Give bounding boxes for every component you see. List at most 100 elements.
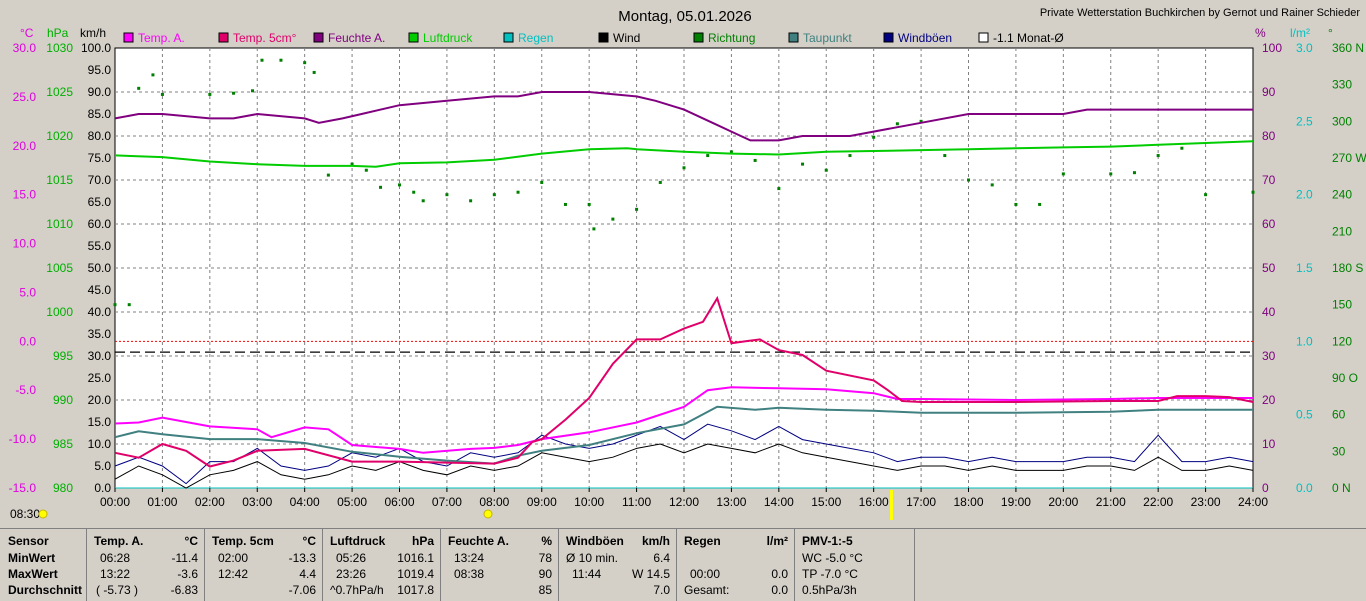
- axis-tick-humidity_pct: 50: [1262, 261, 1276, 275]
- legend-swatch: [883, 32, 894, 43]
- stats-temp-a-avg: -6.83: [170, 583, 198, 597]
- direction-point: [412, 190, 416, 194]
- legend-swatch: [693, 32, 704, 43]
- stats-feuchte-max: 90: [538, 567, 552, 581]
- axis-tick-rain_lm2: 0.5: [1296, 408, 1313, 422]
- axis-tick-rain_lm2: 3.0: [1296, 41, 1313, 55]
- axis-tick-wind_kmh: 45.0: [88, 283, 112, 297]
- axis-tick-wind_kmh: 30.0: [88, 349, 112, 363]
- direction-point: [1251, 190, 1255, 194]
- axis-tick-wind_kmh: 15.0: [88, 415, 112, 429]
- axis-tick-temp_c: -10.0: [9, 432, 37, 446]
- stats-luftdruck-min-time: 05:26: [336, 551, 367, 565]
- axis-tick-pressure_hpa: 1010: [46, 217, 73, 231]
- direction-point: [113, 303, 117, 307]
- legend-label: Luftdruck: [423, 31, 473, 45]
- legend-swatch: [978, 32, 989, 43]
- direction-point: [943, 154, 947, 158]
- direction-point: [592, 227, 596, 231]
- direction-point: [611, 217, 615, 221]
- axis-tick-rain_lm2: 2.0: [1296, 188, 1313, 202]
- direction-point: [1109, 172, 1113, 176]
- stats-feuchte-max-time: 08:38: [454, 567, 485, 581]
- x-tick-label: 06:00: [384, 495, 414, 509]
- axis-tick-wind_kmh: 80.0: [88, 129, 112, 143]
- sunset-marker: [890, 490, 893, 520]
- stats-temp-a-min: -11.4: [171, 551, 198, 565]
- axis-tick-wind_kmh: 5.0: [94, 459, 111, 473]
- axis-tick-pressure_hpa: 1005: [46, 261, 73, 275]
- direction-point: [151, 73, 155, 77]
- axis-tick-rain_lm2: 1.0: [1296, 334, 1313, 348]
- unit-wind: km/h: [80, 26, 106, 40]
- axis-tick-humidity_pct: 20: [1262, 393, 1276, 407]
- axis-tick-pressure_hpa: 1030: [46, 41, 73, 55]
- axis-tick-wind_kmh: 95.0: [88, 63, 112, 77]
- legend-label: Wind: [613, 31, 640, 45]
- stats-luftdruck-trend: ^0.7hPa/h: [330, 583, 384, 597]
- axis-tick-direction_deg: 0 N: [1332, 481, 1351, 495]
- axis-tick-temp_c: 5.0: [19, 285, 36, 299]
- axis-tick-wind_kmh: 75.0: [88, 151, 112, 165]
- legend-swatch: [503, 32, 514, 43]
- axis-tick-wind_kmh: 70.0: [88, 173, 112, 187]
- axis-tick-wind_kmh: 90.0: [88, 85, 112, 99]
- stats-label-sensor: Sensor: [8, 534, 49, 548]
- stats-regen-unit: l/m²: [766, 534, 788, 548]
- axis-tick-wind_kmh: 40.0: [88, 305, 112, 319]
- axis-tick-temp_c: 20.0: [13, 139, 37, 153]
- x-tick-label: 02:00: [195, 495, 225, 509]
- direction-point: [1132, 171, 1136, 175]
- axis-tick-wind_kmh: 35.0: [88, 327, 112, 341]
- direction-point: [729, 150, 733, 154]
- axis-tick-temp_c: -5.0: [15, 383, 36, 397]
- axis-tick-humidity_pct: 30: [1262, 349, 1276, 363]
- unit-temp: °C: [20, 26, 34, 40]
- direction-point: [379, 185, 383, 189]
- axis-tick-humidity_pct: 90: [1262, 85, 1276, 99]
- stats-temp-a: Temp. A. °C 06:28 -11.4 13:22 -3.6 ( -5.73 …: [86, 529, 205, 601]
- stats-temp-5cm-title: Temp. 5cm: [212, 534, 274, 548]
- stats-pmv-title: PMV-1:-5: [802, 534, 853, 548]
- legend-label: Richtung: [708, 31, 755, 45]
- direction-point: [279, 58, 283, 62]
- axis-tick-wind_kmh: 20.0: [88, 393, 112, 407]
- stats-windboeen-unit: km/h: [641, 534, 670, 548]
- unit-humidity: %: [1255, 26, 1266, 40]
- axis-tick-wind_kmh: 85.0: [88, 107, 112, 121]
- axis-tick-pressure_hpa: 1020: [46, 129, 73, 143]
- direction-point: [1038, 202, 1042, 206]
- direction-point: [967, 178, 970, 182]
- axis-tick-temp_c: 0.0: [19, 334, 36, 348]
- axis-tick-rain_lm2: 0.0: [1296, 481, 1313, 495]
- stats-temp-5cm-unit: °C: [302, 534, 316, 548]
- legend-swatch: [408, 32, 419, 43]
- legend-swatch: [598, 32, 609, 43]
- axis-tick-wind_kmh: 55.0: [88, 239, 112, 253]
- direction-point: [492, 193, 496, 197]
- axis-tick-direction_deg: 210: [1332, 224, 1352, 238]
- axis-tick-rain_lm2: 2.5: [1296, 114, 1313, 128]
- stats-pmv-r2: TP -7.0 °C: [802, 567, 858, 581]
- axis-tick-pressure_hpa: 1000: [46, 305, 73, 319]
- unit-pressure: hPa: [47, 26, 69, 40]
- axis-tick-direction_deg: 360 N: [1332, 41, 1364, 55]
- stats-regen: Regen l/m² 00:00 0.0 Gesamt: 0.0: [676, 529, 795, 601]
- chart-legend: Temp. A. Temp. 5cm° Feuchte A. Luftdruck Reg…: [123, 31, 1064, 45]
- axis-tick-pressure_hpa: 980: [53, 481, 73, 495]
- reference-lines: [115, 340, 1253, 353]
- direction-point: [1204, 193, 1208, 197]
- axis-tick-temp_c: 30.0: [13, 41, 37, 55]
- stats-temp-5cm: Temp. 5cm °C 02:00 -13.3 12:42 4.4 -7.06: [204, 529, 323, 601]
- axis-tick-direction_deg: 90 O: [1332, 371, 1358, 385]
- axis-tick-wind_kmh: 25.0: [88, 371, 112, 385]
- axis-tick-direction_deg: 60: [1332, 408, 1346, 422]
- stats-windboeen-r2: W 14.5: [631, 567, 670, 581]
- x-tick-label: 04:00: [290, 495, 320, 509]
- axis-tick-wind_kmh: 50.0: [88, 261, 112, 275]
- direction-point: [421, 199, 425, 203]
- direction-point: [682, 166, 686, 170]
- stats-feuchte-unit: %: [541, 534, 552, 548]
- axis-tick-wind_kmh: 60.0: [88, 217, 112, 231]
- stats-temp-5cm-min: -13.3: [288, 551, 316, 565]
